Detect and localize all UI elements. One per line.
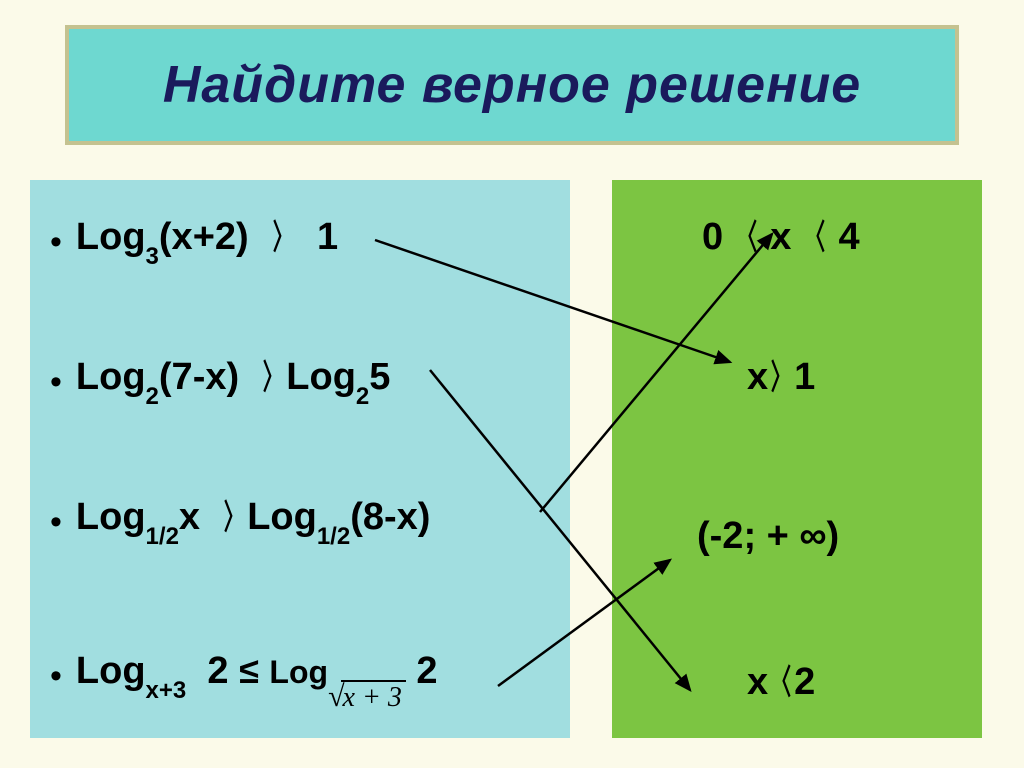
answers-panel: 0 〈 х 〈 4 х〉1 (-2; + ∞) х〈2 xyxy=(612,180,982,738)
bullet: • xyxy=(50,503,62,542)
bullet: • xyxy=(50,363,62,402)
problem-row-1: • Log3(х+2) 〉 1 xyxy=(50,210,338,265)
expr-3: Log1/2х 〉Log1/2(8-х) xyxy=(76,490,431,545)
title-panel: Найдите верное решение xyxy=(65,25,959,145)
problems-panel: • Log3(х+2) 〉 1 • Log2(7-х) 〉Log25 • Log… xyxy=(30,180,570,738)
problem-row-2: • Log2(7-х) 〉Log25 xyxy=(50,350,390,405)
sqrt-subscript: √x + 3 xyxy=(328,680,406,714)
page-title: Найдите верное решение xyxy=(163,55,861,115)
problem-row-3: • Log1/2х 〉Log1/2(8-х) xyxy=(50,490,430,545)
expr-4: Logх+3 2 ≤ Log√x + 3 2 xyxy=(76,650,438,700)
expr-1: Log3(х+2) 〉 1 xyxy=(76,210,338,265)
expr-2: Log2(7-х) 〉Log25 xyxy=(76,350,391,405)
answer-1: 0 〈 х 〈 4 xyxy=(702,210,860,259)
answer-3: (-2; + ∞) xyxy=(697,515,839,558)
bullet: • xyxy=(50,657,62,696)
problem-row-4: • Logх+3 2 ≤ Log√x + 3 2 xyxy=(50,650,438,700)
bullet: • xyxy=(50,223,62,262)
answer-2: х〉1 xyxy=(747,350,815,399)
answer-4: х〈2 xyxy=(747,655,815,704)
